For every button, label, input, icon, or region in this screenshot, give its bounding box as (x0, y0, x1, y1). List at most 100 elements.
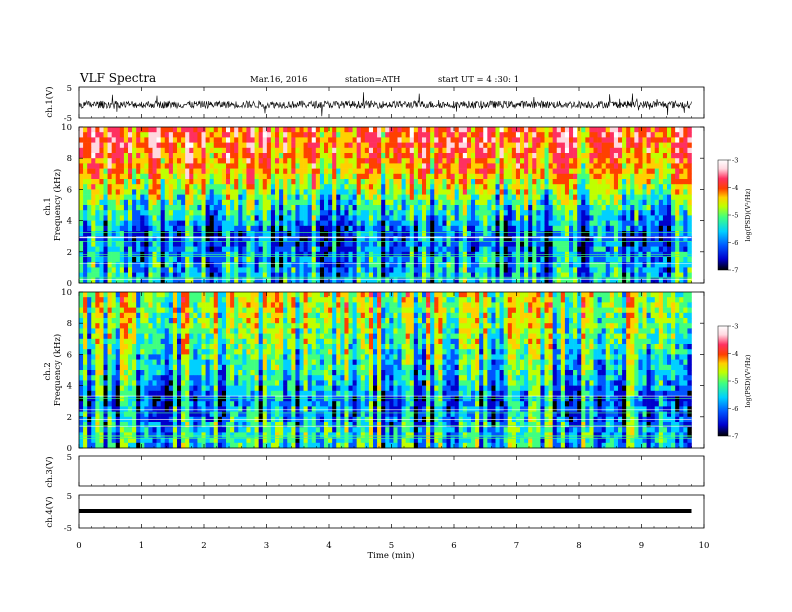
spectrogram-cell (667, 231, 672, 237)
spectrogram-cell (613, 168, 619, 175)
spectrogram-cell (140, 262, 145, 268)
spectrogram-cell (401, 189, 406, 195)
spectrogram-cell (638, 173, 643, 180)
spectrogram-cell (197, 246, 202, 253)
spectrogram-cell (295, 220, 300, 227)
spectrogram-cell (185, 272, 190, 279)
spectrogram-cell (168, 225, 174, 232)
spectrogram-cell (487, 137, 492, 143)
spectrogram-cell (654, 205, 660, 211)
spectrogram-cell (128, 225, 133, 232)
spectrogram-cell (201, 231, 206, 237)
spectrogram-cell (532, 236, 537, 242)
spectrogram-cell (91, 231, 96, 237)
spectrogram-cell (144, 236, 149, 242)
spectrogram-cell (168, 163, 174, 169)
spectrogram-cell (226, 153, 231, 159)
spectrogram-cell (499, 173, 504, 180)
spectrogram-cell (140, 173, 145, 180)
spectrogram-cell (646, 292, 651, 298)
spectrogram-cell (548, 147, 553, 154)
spectrogram-cell (552, 297, 558, 303)
spectrogram-cell (160, 205, 166, 211)
spectrogram-cell (319, 132, 325, 138)
spectrogram-cell (205, 137, 210, 143)
spectrogram-cell (409, 236, 415, 242)
spectrogram-cell (144, 272, 149, 279)
spectrogram-cell (671, 127, 676, 133)
spectrogram-cell (585, 215, 590, 221)
spectrogram-cell (683, 215, 688, 221)
spectrogram-cell (238, 257, 243, 263)
spectrogram-cell (413, 153, 419, 159)
spectrogram-cell (544, 158, 549, 164)
spectrogram-cell (295, 292, 300, 298)
spectrogram-cell (609, 137, 615, 143)
spectrogram-cell (609, 241, 615, 247)
spectrogram-cell (262, 127, 268, 133)
spectrogram-cell (630, 236, 635, 242)
spectrogram-cell (319, 241, 325, 247)
spectrogram-cell (91, 236, 96, 242)
spectrogram-cell (683, 158, 688, 164)
spectrogram-cell (217, 220, 223, 227)
spectrogram-cell (299, 173, 304, 180)
spectrogram-cell (662, 199, 668, 206)
spectrogram-cell (193, 231, 198, 237)
spectrogram-cell (91, 292, 96, 298)
spectrogram-cell (683, 179, 688, 185)
spectrogram-cell (164, 236, 170, 242)
spectrogram-cell (213, 189, 219, 195)
spectrogram-cell (246, 173, 251, 180)
spectrogram-cell (377, 199, 382, 206)
spectrogram-cell (287, 241, 292, 247)
spectrogram-cell (315, 147, 321, 154)
spectrogram-cell (613, 292, 619, 298)
spectrogram-cell (360, 225, 366, 232)
spectrogram-cell (667, 205, 672, 211)
spectrogram-cell (426, 277, 431, 284)
spectrogram-cell (458, 179, 464, 185)
spectrogram-cell (422, 210, 427, 216)
spectrogram-cell (83, 142, 88, 149)
spectrogram-cell (246, 132, 251, 138)
spectrogram-cell (360, 302, 366, 308)
spectrogram-cell (360, 194, 366, 201)
spectrogram-cell (205, 297, 210, 303)
spectrogram-cell (434, 215, 439, 221)
spectrogram-cell (479, 199, 484, 206)
spectrogram-cell (622, 246, 627, 253)
spectrogram-cell (119, 127, 125, 133)
spectrogram-cell (168, 137, 174, 143)
spectrogram-cell (140, 231, 145, 237)
spectrogram-cell (168, 267, 174, 273)
spectrogram-cell (95, 277, 100, 284)
spectrogram-cell (254, 246, 259, 253)
spectrogram-cell (319, 257, 325, 263)
spectrogram-cell (258, 168, 264, 175)
spectrogram-cell (340, 262, 345, 268)
spectrogram-cell (560, 153, 566, 159)
spectrogram-cell (442, 231, 447, 237)
spectrogram-cell (671, 272, 676, 279)
spectrogram-cell (687, 225, 692, 232)
spectrogram-cell (315, 210, 321, 216)
spectrogram-cell (275, 142, 280, 149)
spectrogram-cell (556, 179, 562, 185)
spectrogram-cell (495, 277, 500, 284)
spectrogram-cell (364, 210, 370, 216)
spectrogram-cell (487, 267, 492, 273)
spectrogram-cell (646, 277, 651, 284)
spectrogram-cell (328, 184, 333, 190)
spectrogram-cell (172, 267, 178, 273)
spectrogram-cell (662, 147, 668, 154)
spectrogram-cell (532, 189, 537, 195)
spectrogram-cell (442, 236, 447, 242)
spectrogram-cell (123, 142, 129, 149)
spectrogram-cell (156, 147, 161, 154)
spectrogram-cell (87, 215, 92, 221)
spectrogram-cell (511, 194, 517, 201)
spectrogram-cell (156, 225, 161, 232)
spectrogram-cell (479, 246, 484, 253)
spectrogram-cell (667, 220, 672, 227)
